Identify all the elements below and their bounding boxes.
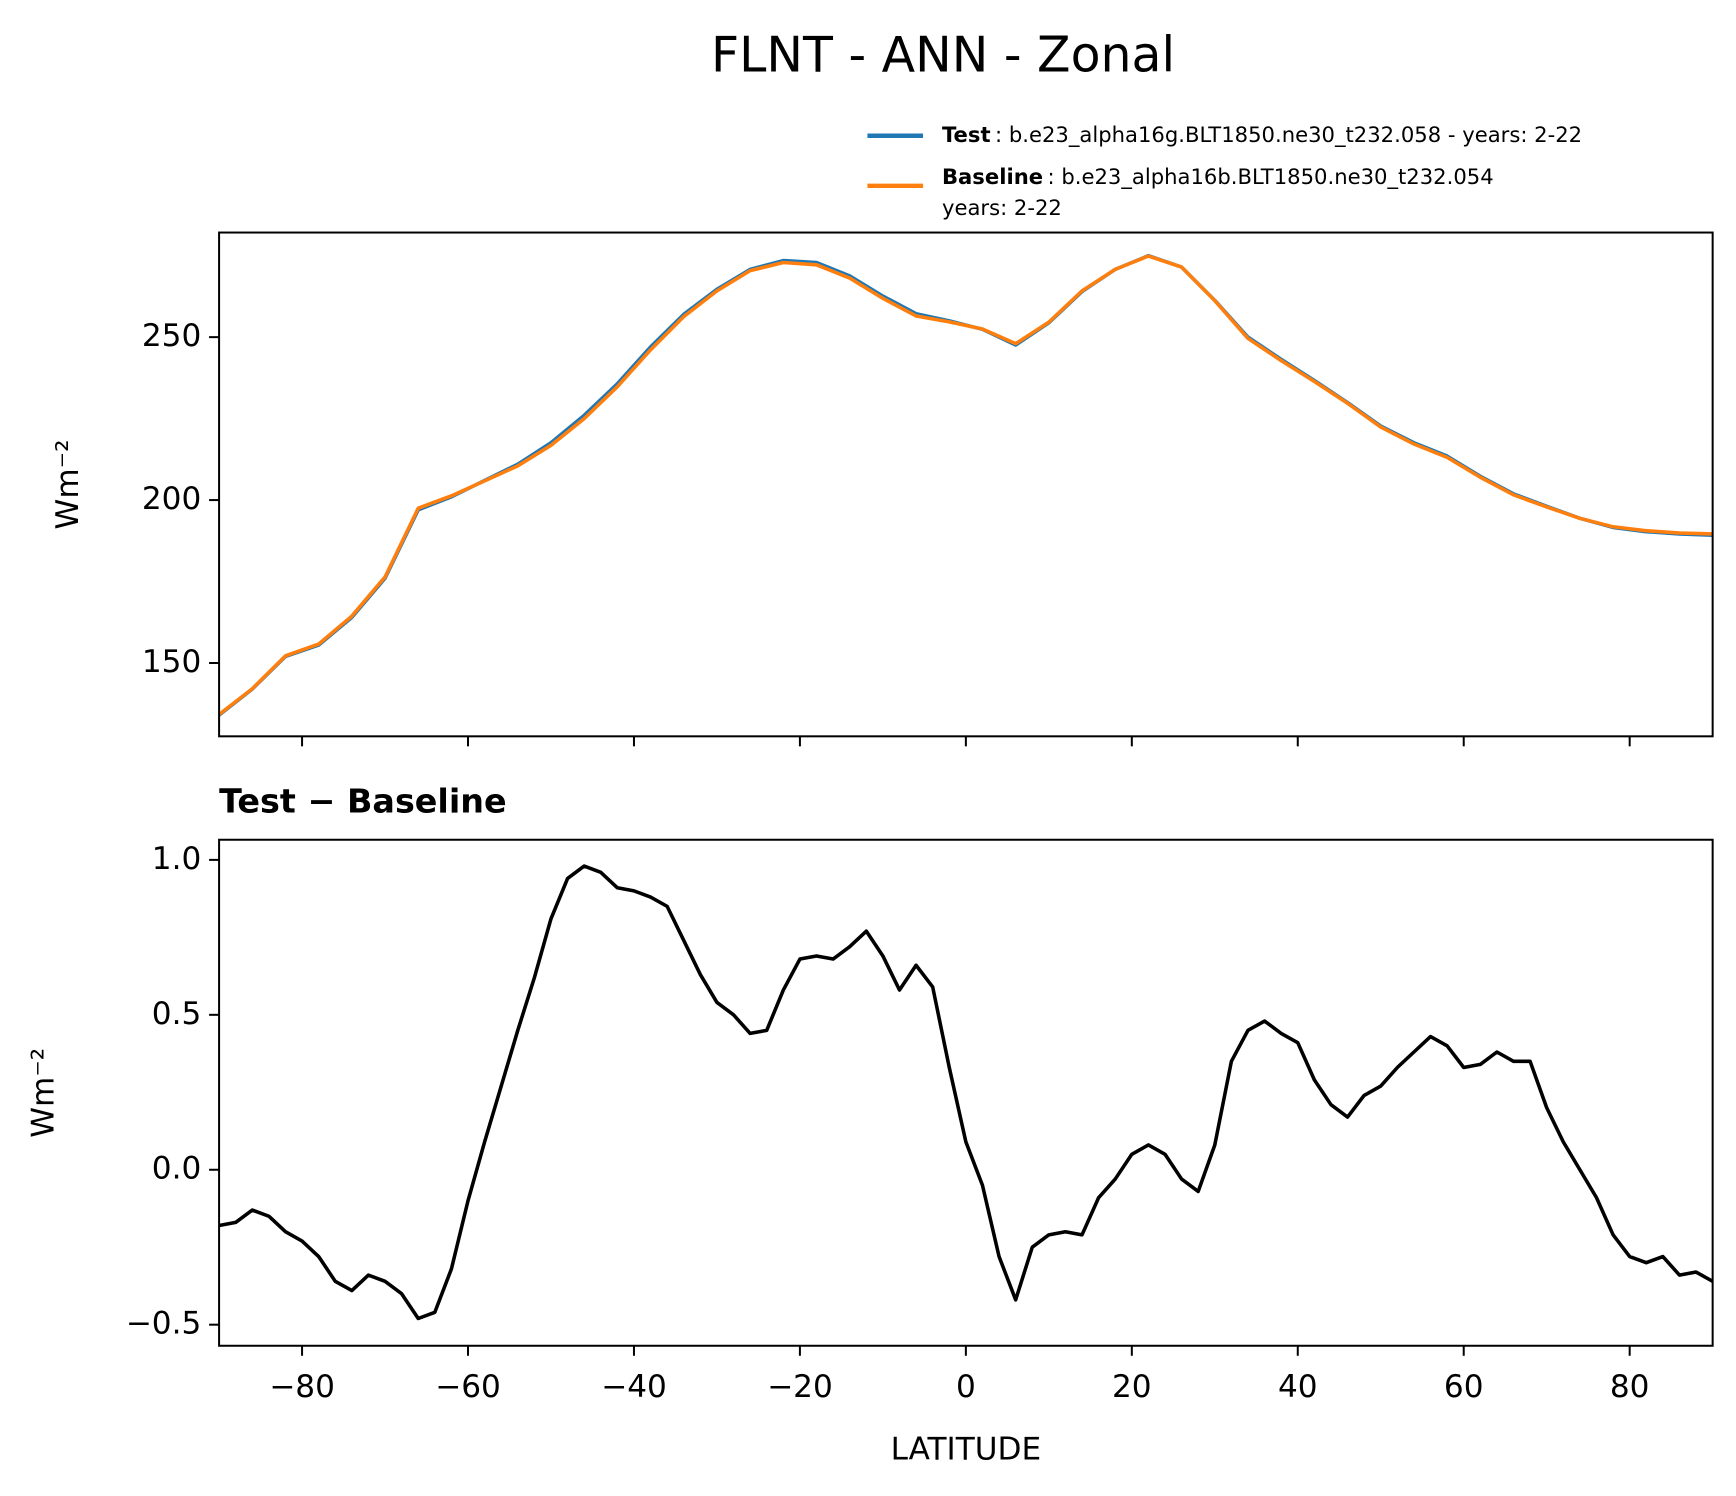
legend-description: : b.e23_alpha16b.BLT1850.ne30_t232.054 <box>1048 164 1494 190</box>
axes-frame <box>218 838 1714 1347</box>
x-tick-label: 60 <box>1444 1369 1484 1405</box>
legend-description: years: 2-22 <box>942 195 1062 220</box>
y-tick-label: −0.5 <box>126 1306 202 1342</box>
legend-name: Baseline <box>942 164 1043 189</box>
x-tick-label: −20 <box>767 1369 833 1405</box>
legend-description: : b.e23_alpha16g.BLT1850.ne30_t232.058 -… <box>995 122 1582 148</box>
x-tick-label: 0 <box>956 1369 976 1405</box>
y-tick-label: 150 <box>142 644 201 680</box>
y-tick-label: 1.0 <box>152 841 201 877</box>
x-tick-label: 80 <box>1610 1369 1650 1405</box>
y-axis-label: Wm⁻² <box>50 439 86 529</box>
legend-entry: Baseline: b.e23_alpha16b.BLT1850.ne30_t2… <box>942 164 1494 190</box>
x-tick-label: −40 <box>601 1369 667 1405</box>
y-tick-label: 250 <box>142 318 201 354</box>
y-tick-label: 200 <box>142 481 201 517</box>
legend-entry: Test: b.e23_alpha16g.BLT1850.ne30_t232.0… <box>942 122 1582 148</box>
legend-name: Test <box>942 122 991 147</box>
legend-entry: years: 2-22 <box>942 195 1062 220</box>
x-tick-label: −80 <box>269 1369 335 1405</box>
axes-frame <box>218 231 1714 738</box>
x-axis-label: LATITUDE <box>891 1431 1042 1467</box>
y-tick-label: 0.0 <box>152 1151 201 1187</box>
data-line <box>219 864 1713 1321</box>
x-tick-label: −60 <box>435 1369 501 1405</box>
data-line <box>219 254 1713 716</box>
y-axis-label: Wm⁻² <box>25 1048 61 1138</box>
plot-area <box>219 253 1713 717</box>
x-tick-label: 20 <box>1112 1369 1152 1405</box>
y-tick-label: 0.5 <box>152 996 201 1032</box>
subplot-title: Test − Baseline <box>219 782 507 821</box>
plot-area <box>219 864 1713 1321</box>
figure-title: FLNT - ANN - Zonal <box>711 26 1175 83</box>
x-tick-label: 40 <box>1278 1369 1318 1405</box>
